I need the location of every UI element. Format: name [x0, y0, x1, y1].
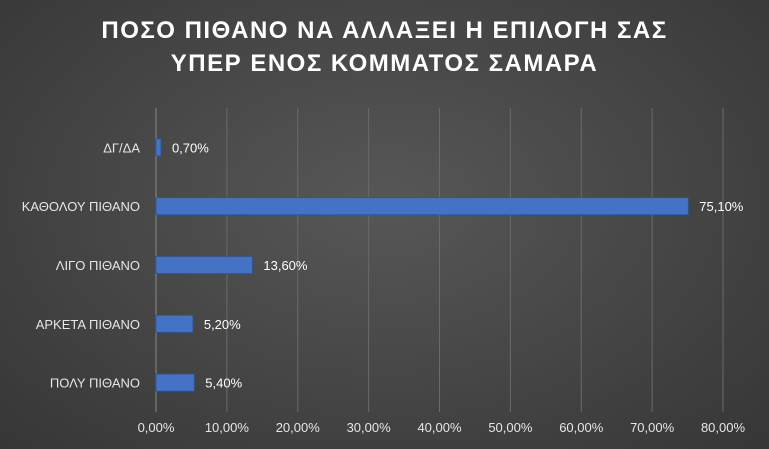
category-label: ΠΟΛΥ ΠΙΘΑΝΟ [50, 376, 140, 391]
x-tick-label: 60,00% [559, 420, 604, 435]
bar-1 [155, 197, 689, 216]
data-label: 75,10% [699, 199, 744, 214]
data-label: 13,60% [263, 258, 308, 273]
chart-title: ΠΟΣΟ ΠΙΘΑΝΟ ΝΑ ΑΛΛΑΞΕΙ Η ΕΠΙΛΟΓΗ ΣΑΣ ΥΠΕ… [0, 14, 769, 80]
x-tick-label: 10,00% [205, 420, 250, 435]
bar-2 [155, 256, 253, 274]
x-tick-label: 70,00% [630, 420, 675, 435]
bar-0 [155, 138, 162, 157]
bar-4 [155, 373, 195, 392]
chart-title-line-2: ΥΠΕΡ ΕΝΟΣ ΚΟΜΜΑΤΟΣ ΣΑΜΑΡΑ [170, 50, 599, 77]
category-label: ΑΡΚΕΤΑ ΠΙΘΑΝΟ [36, 317, 140, 332]
x-tick-label: 50,00% [488, 420, 533, 435]
category-label: ΚΑΘΟΛΟΥ ΠΙΘΑΝΟ [22, 199, 140, 214]
x-tick-label: 20,00% [276, 420, 321, 435]
chart-title-line-1: ΠΟΣΟ ΠΙΘΑΝΟ ΝΑ ΑΛΛΑΞΕΙ Η ΕΠΙΛΟΓΗ ΣΑΣ [101, 17, 668, 44]
x-tick-label: 30,00% [347, 420, 392, 435]
data-label: 0,70% [172, 140, 209, 155]
data-label: 5,20% [204, 317, 241, 332]
x-tick-label: 40,00% [417, 420, 462, 435]
bar-3 [155, 314, 194, 333]
category-label: ΛΙΓΟ ΠΙΘΑΝΟ [56, 258, 140, 273]
category-label: ΔΓ/ΔΑ [103, 140, 140, 155]
x-tick-label: 0,00% [138, 420, 175, 435]
data-label: 5,40% [205, 376, 242, 391]
x-tick-label: 80,00% [701, 420, 746, 435]
